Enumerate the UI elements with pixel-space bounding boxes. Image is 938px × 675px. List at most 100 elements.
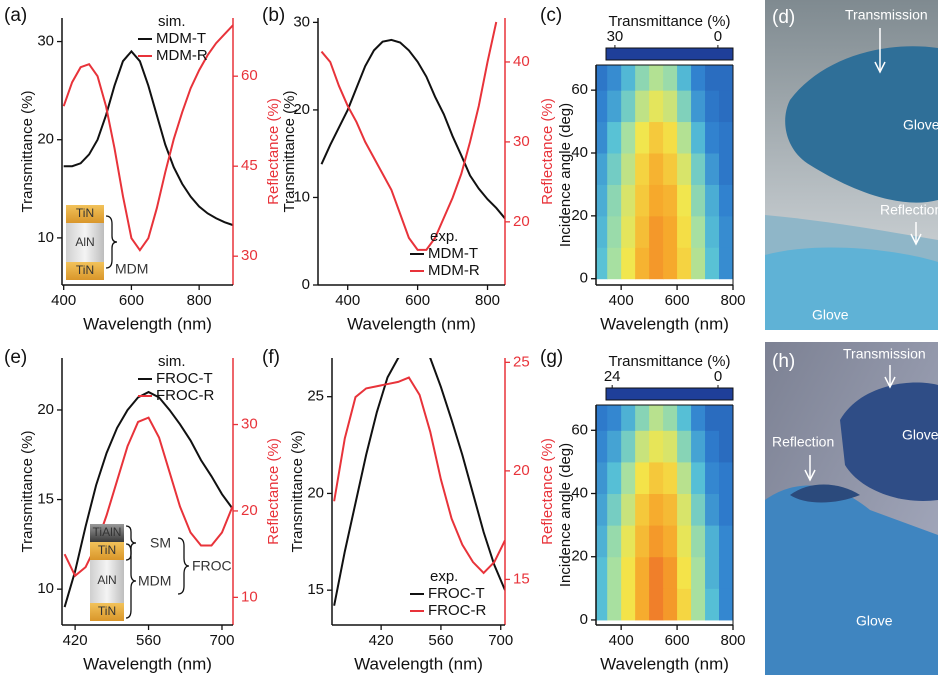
brace [125,543,137,619]
x-tick-label: 400 [609,632,634,649]
legend-label: FROC-T [156,370,213,387]
legend-label: FROC-T [428,585,485,602]
heat-cell [719,588,733,621]
heat-cell [705,247,720,280]
heat-cell [596,525,608,558]
y2-tick-label: 15 [513,570,530,587]
legend-label: MDM-T [156,30,206,47]
x-tick-label: 800 [475,292,500,309]
y-tick-label: 15 [37,491,54,508]
heat-cell [649,153,664,185]
heat-cell [649,588,664,621]
legend-title: sim. [158,13,186,30]
heat-cell [596,121,608,154]
heat-cell [649,405,664,431]
colorbar-tick-label: 0 [714,368,722,385]
heat-cell [607,588,622,621]
layer-label: TiAlN [93,525,122,539]
heat-cell [649,525,664,558]
x-axis-label: Wavelength (nm) [83,314,212,333]
y2-tick-label: 20 [513,213,530,230]
layer [90,603,124,621]
heat-cell [596,65,608,91]
y-tick-label: 20 [37,401,54,418]
x-tick-label: 400 [609,292,634,309]
heat-cell [621,493,636,526]
heat-cell [649,215,664,248]
heat-cell [691,247,706,280]
y-tick-label: 25 [307,388,324,405]
heat-cell [596,461,608,495]
glove-shape [790,484,860,503]
heat-cell [719,247,733,280]
y2-axis-label: Reflectance (%) [265,98,282,205]
heat-cell [607,493,622,526]
photo-label: Transmission [845,7,928,23]
colorbar-label: Transmittance (%) [609,13,731,30]
heat-cell [596,90,608,123]
y2-tick-label: 10 [241,588,258,605]
photo-label: Glove [856,613,893,629]
heat-cell [635,247,650,280]
photo-h: (h) Transmission Glove Reflection Glove [765,342,938,675]
series-line [320,38,505,220]
arrow-head [804,469,816,482]
colorbar-tick-label: 30 [607,28,624,45]
x-tick-label: 400 [335,292,360,309]
heat-cell [719,525,733,558]
colorbar [605,47,734,61]
heat-cell [621,461,636,495]
y-tick-label: 20 [307,484,324,501]
heat-cell [705,430,720,463]
inset-e: TiAlN TiN AlN TiN SM MDM FROC [90,524,232,621]
heat-cell [705,405,720,431]
heat-cell [705,461,720,495]
y2-tick-label: 30 [513,133,530,150]
heat-cell [677,588,692,621]
heat-cell [705,121,720,154]
heat-cell [649,556,664,589]
heat-cell [635,588,650,621]
heat-cell [691,405,706,431]
heat-cell [635,556,650,589]
plot-area [62,24,233,252]
heat-cell [607,556,622,589]
layer-label: TiN [98,604,116,618]
y2-tick-label: 20 [241,502,258,519]
annotation: MDM [115,261,148,277]
layer [66,262,104,280]
layer [90,560,124,603]
heat-cell [663,405,678,431]
heat-cell [621,556,636,589]
heat-cell [596,405,608,431]
glove-shape [765,485,938,675]
photo-label: Reflection [880,202,938,218]
heat-cell [719,153,733,185]
heat-cell [607,90,622,123]
heat-cell [635,493,650,526]
heat-cell [663,588,678,621]
heat-cell [691,588,706,621]
x-tick-label: 700 [488,632,513,649]
heat-cell [677,121,692,154]
y-tick-label: 20 [571,548,588,565]
x-axis-label: Wavelength (nm) [600,314,729,333]
panel-label: (h) [772,351,795,372]
layer [66,205,104,223]
y-tick-label: 20 [37,131,54,148]
heat-cell [649,121,664,154]
y2-tick-label: 20 [513,462,530,479]
legend-label: FROC-R [156,387,214,404]
heat-cell [677,153,692,185]
heat-cell [677,525,692,558]
x-tick-label: 560 [136,632,161,649]
heat-cell [719,90,733,123]
heat-cell [663,215,678,248]
heat-cell [719,405,733,431]
layer-label: AlN [97,573,116,587]
heat-cell [719,121,733,154]
series-line [63,390,233,608]
heat-cell [607,153,622,185]
heat-cell [649,247,664,280]
heat-cell [635,121,650,154]
